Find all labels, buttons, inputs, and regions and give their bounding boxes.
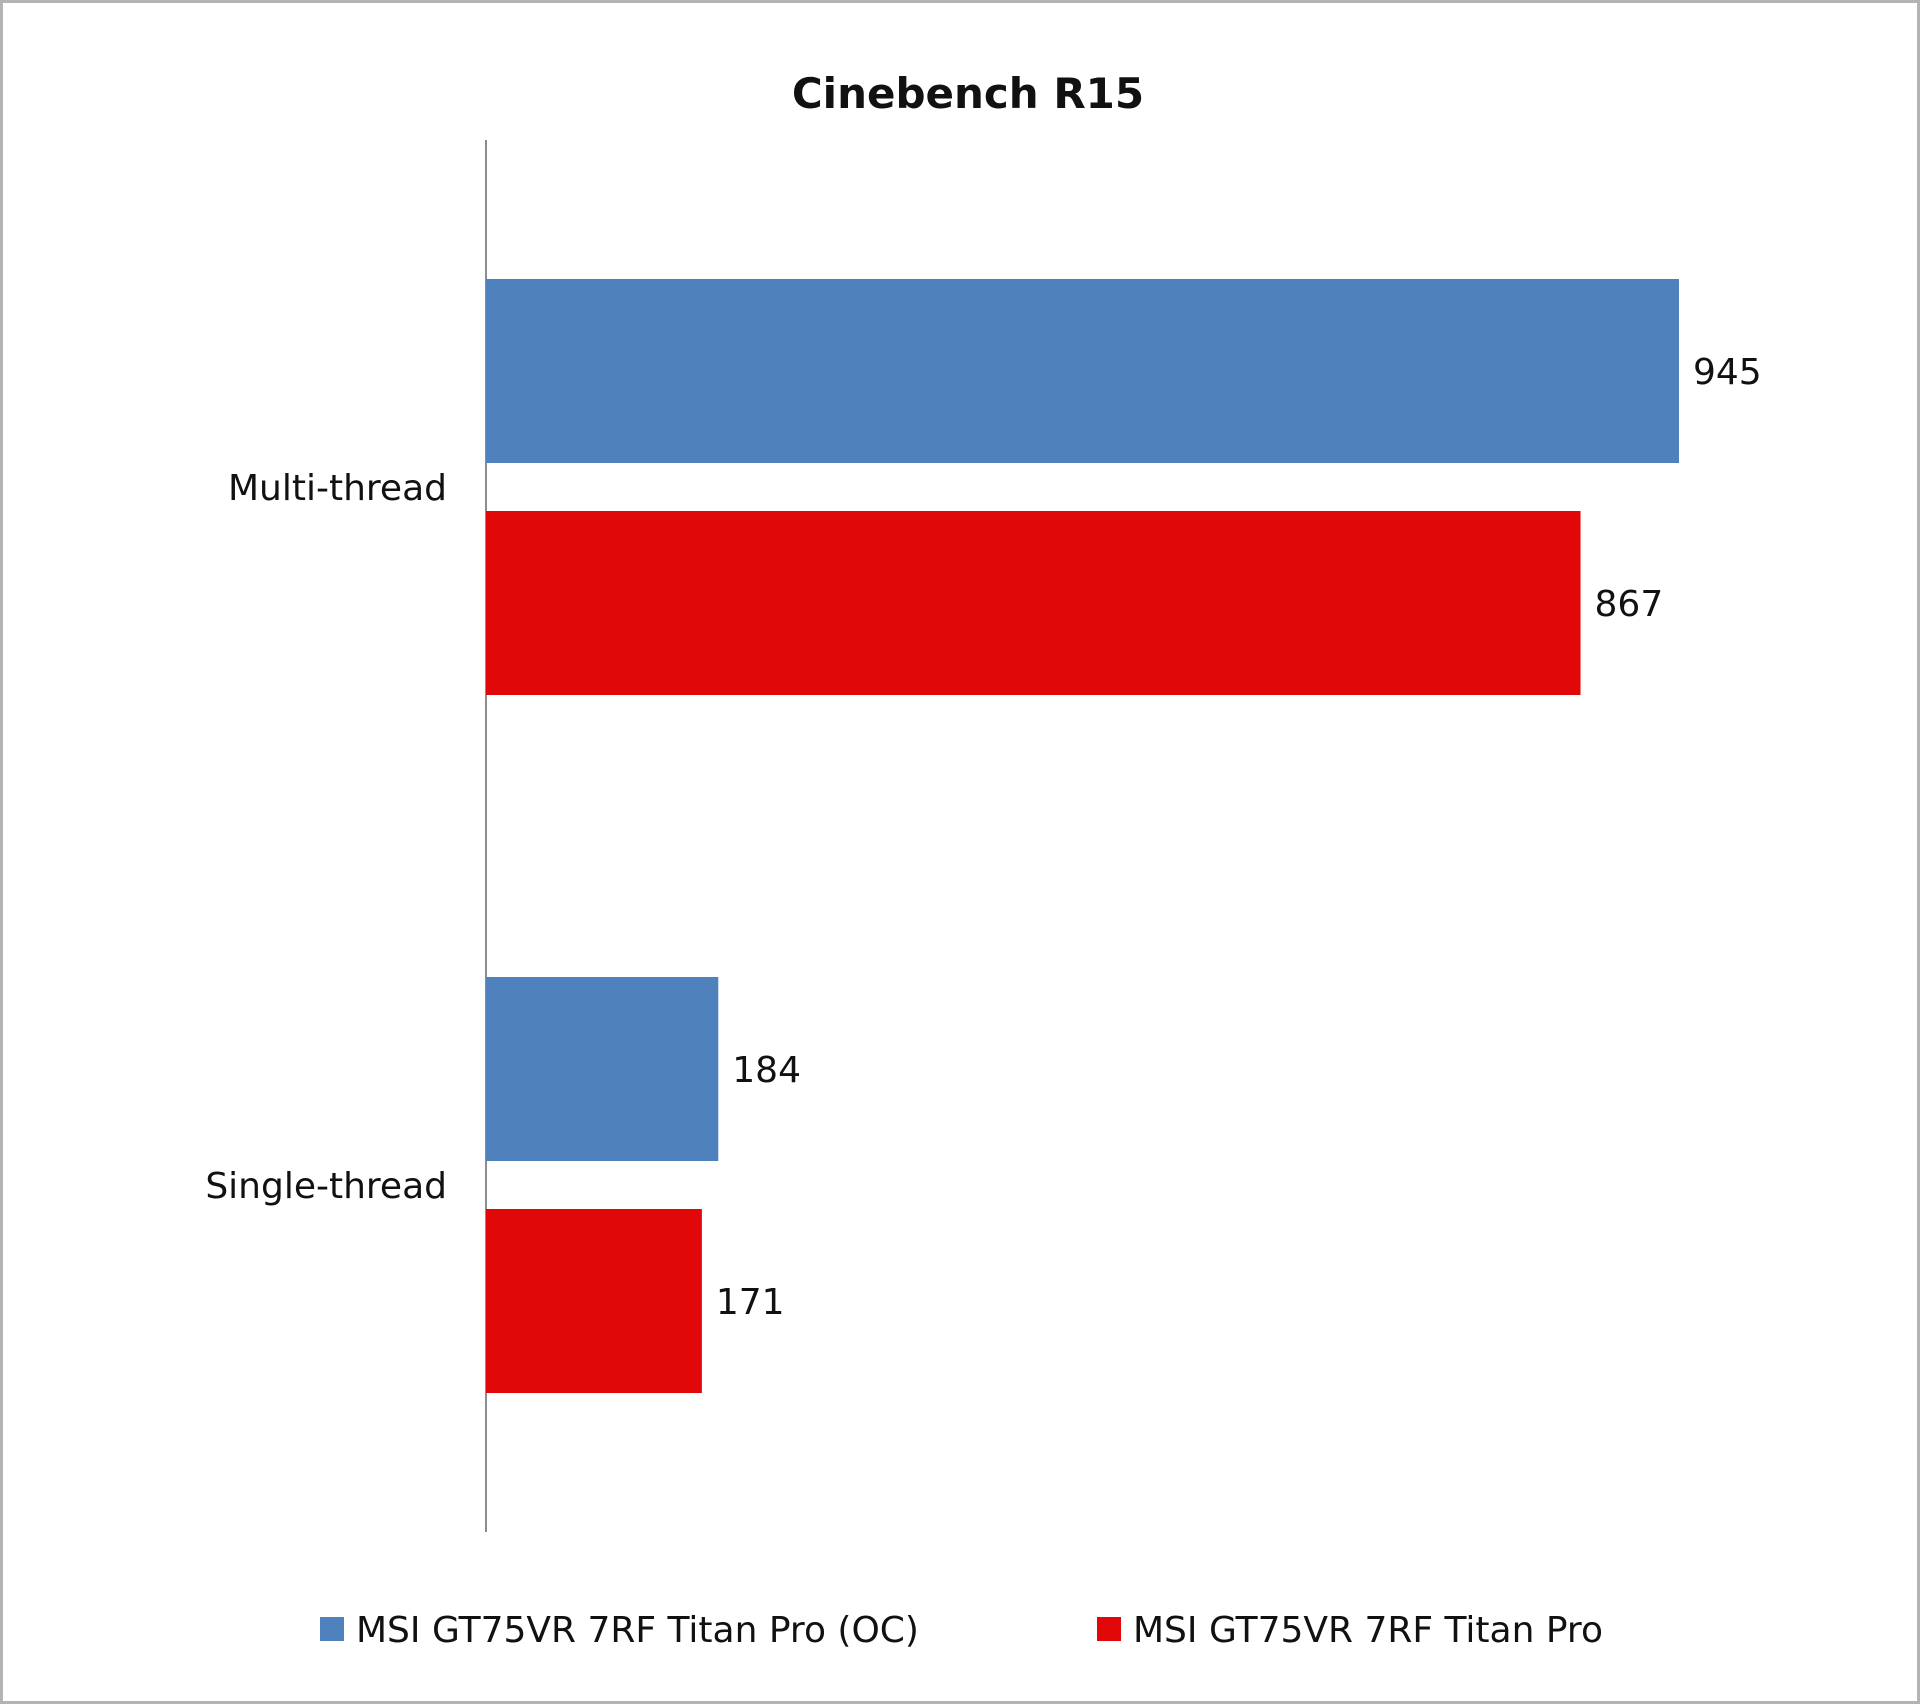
legend: MSI GT75VR 7RF Titan Pro (OC) MSI GT75VR …: [320, 1610, 1603, 1651]
legend-swatch-series-1: [320, 1617, 344, 1641]
legend-swatch-series-2: [1097, 1617, 1121, 1641]
chart-title: Cinebench R15: [792, 69, 1144, 118]
data-labels-layer: 945 867 184 171: [716, 352, 1762, 1323]
value-label-multi-thread-series-2: 867: [1595, 584, 1664, 625]
bar-multi-thread-series-1: [486, 279, 1679, 463]
category-labels-layer: Multi-thread Single-thread: [205, 468, 447, 1207]
legend-label-series-1: MSI GT75VR 7RF Titan Pro (OC): [356, 1610, 919, 1651]
bar-multi-thread-series-2: [486, 511, 1581, 695]
value-label-multi-thread-series-1: 945: [1693, 352, 1762, 393]
bar-single-thread-series-2: [486, 1209, 702, 1393]
legend-label-series-2: MSI GT75VR 7RF Titan Pro: [1133, 1610, 1603, 1651]
bars-layer: [486, 279, 1679, 1393]
value-label-single-thread-series-1: 184: [732, 1050, 801, 1091]
category-label-single-thread: Single-thread: [205, 1166, 447, 1207]
category-label-multi-thread: Multi-thread: [228, 468, 447, 509]
bar-single-thread-series-1: [486, 977, 719, 1161]
value-label-single-thread-series-2: 171: [716, 1282, 785, 1323]
